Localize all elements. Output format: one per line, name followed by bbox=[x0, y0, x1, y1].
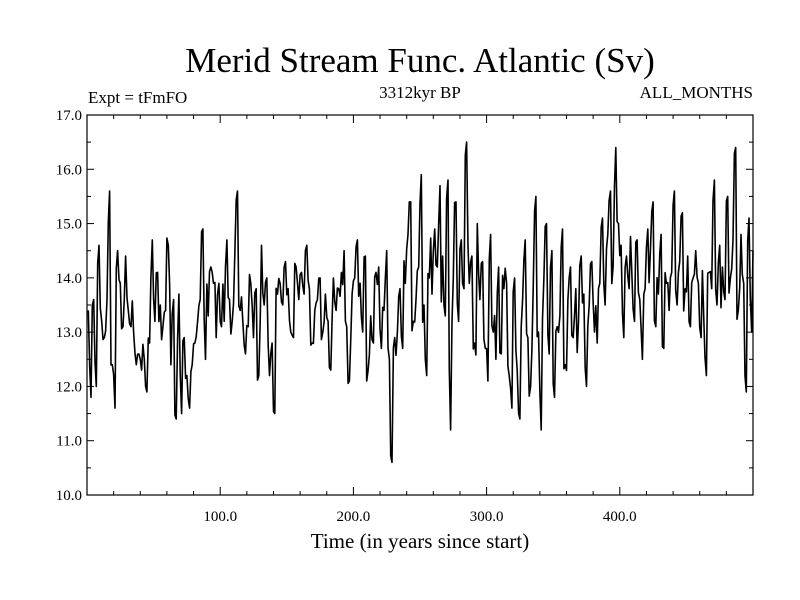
y-tick-label: 12.0 bbox=[56, 379, 82, 395]
x-tick-label: 200.0 bbox=[337, 509, 371, 525]
y-tick-label: 14.0 bbox=[56, 271, 82, 287]
y-tick-label: 13.0 bbox=[56, 325, 82, 341]
x-tick-label: 300.0 bbox=[470, 509, 504, 525]
period-label: 3312kyr BP bbox=[379, 83, 461, 102]
plot-frame bbox=[86, 114, 754, 496]
y-axis: 10.0 11.0 12.0 13.0 14.0 15.0 16.0 17.0 bbox=[56, 108, 753, 504]
y-tick-label: 10.0 bbox=[56, 488, 82, 504]
experiment-label: Expt = tFmFO bbox=[88, 88, 187, 107]
series-line bbox=[87, 141, 754, 464]
x-tick-label: 400.0 bbox=[603, 509, 637, 525]
y-tick-label: 17.0 bbox=[56, 108, 82, 124]
x-axis: 100.0 200.0 300.0 400.0 bbox=[113, 115, 727, 525]
y-tick-label: 16.0 bbox=[56, 162, 82, 178]
series-layer bbox=[87, 141, 754, 464]
months-label: ALL_MONTHS bbox=[640, 83, 753, 102]
y-tick-label: 11.0 bbox=[56, 434, 82, 450]
x-axis-label: Time (in years since start) bbox=[311, 529, 530, 553]
x-tick-label: 100.0 bbox=[203, 509, 237, 525]
chart-title: Merid Stream Func. Atlantic (Sv) bbox=[185, 41, 655, 80]
y-tick-label: 15.0 bbox=[56, 217, 82, 233]
